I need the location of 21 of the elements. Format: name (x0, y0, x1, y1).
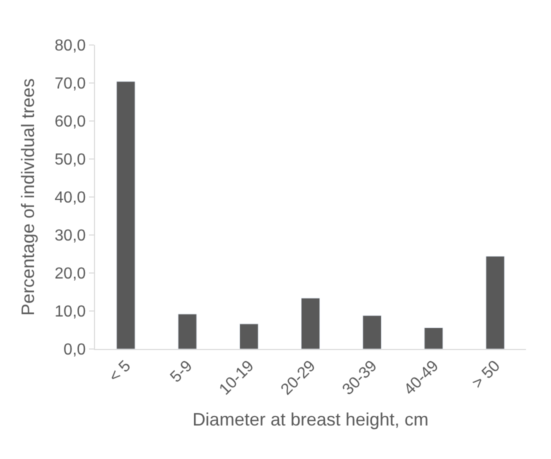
x-tick-label: < 5 (106, 358, 134, 386)
x-tick-label: > 50 (469, 358, 504, 392)
bar (301, 298, 320, 349)
y-axis-title: Percentage of individual trees (18, 78, 38, 316)
bar (362, 315, 382, 349)
y-tick-label: 50,0 (54, 152, 86, 169)
bar (486, 256, 505, 349)
y-tick-label: 60,0 (54, 114, 86, 131)
bar (424, 327, 444, 349)
y-tick-label: 20,0 (54, 266, 86, 283)
y-tick-label: 40,0 (54, 190, 86, 207)
y-tick-label: 0,0 (64, 342, 86, 359)
bar (116, 81, 136, 349)
y-tick-label: 30,0 (54, 228, 86, 245)
y-tick-label: 10,0 (54, 304, 86, 321)
x-axis-title: Diameter at breast height, cm (192, 410, 429, 430)
x-tick-label: 5-9 (167, 358, 196, 386)
bar (239, 324, 258, 349)
bar (178, 314, 197, 349)
y-tick-label: 80,0 (54, 38, 86, 55)
y-tick-label: 70,0 (54, 76, 86, 93)
